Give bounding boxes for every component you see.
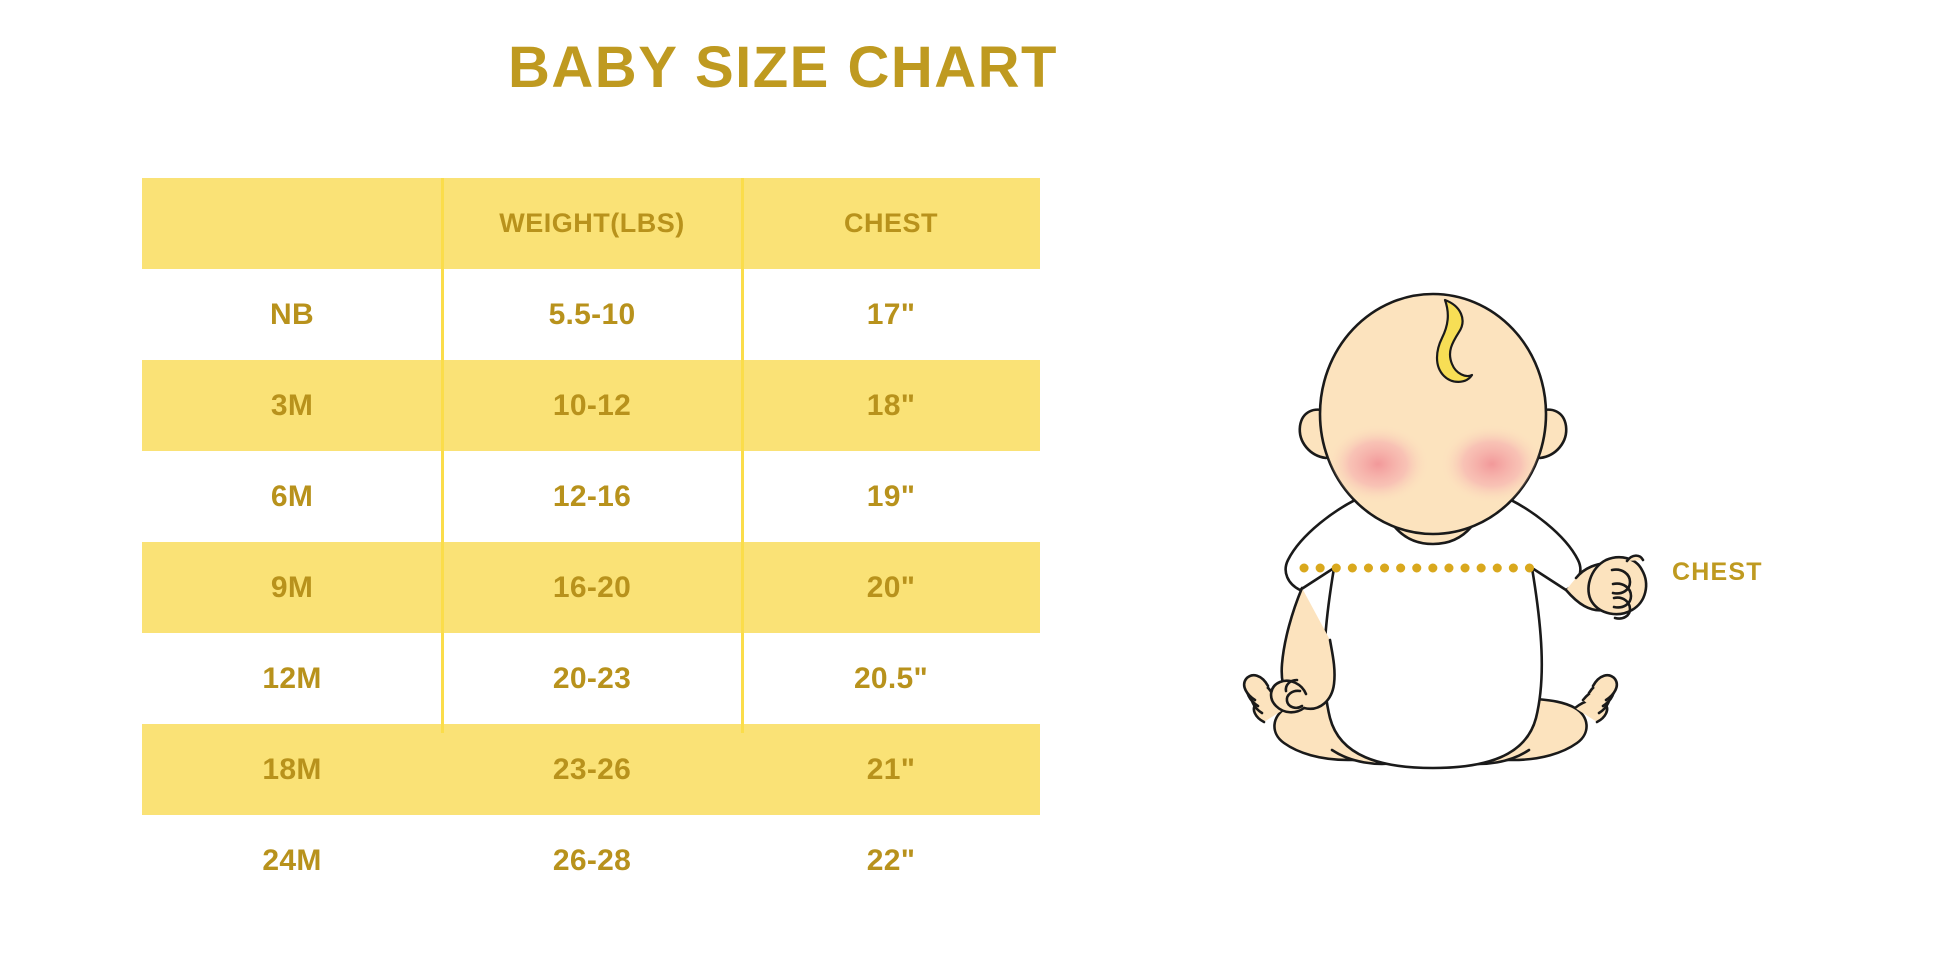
cell-size: 12M bbox=[142, 633, 442, 724]
table-row: 24M 26-28 22" bbox=[142, 815, 1040, 906]
baby-right-arm bbox=[1564, 554, 1648, 620]
cell-weight: 26-28 bbox=[442, 815, 742, 906]
baby-blush-right bbox=[1440, 424, 1544, 504]
cell-weight: 23-26 bbox=[442, 724, 742, 815]
cell-size: 6M bbox=[142, 451, 442, 542]
table-row: 9M 16-20 20" bbox=[142, 542, 1040, 633]
baby-left-arm bbox=[1269, 586, 1336, 714]
table-header-row: WEIGHT(LBS) CHEST bbox=[142, 178, 1040, 269]
cell-chest: 21" bbox=[742, 724, 1040, 815]
table-row: 18M 23-26 21" bbox=[142, 724, 1040, 815]
cell-size: NB bbox=[142, 269, 442, 360]
page-title-text: BABY SIZE CHART bbox=[508, 35, 1058, 100]
cell-weight: 10-12 bbox=[442, 360, 742, 451]
cell-chest: 19" bbox=[742, 451, 1040, 542]
baby-illustration bbox=[1180, 248, 1680, 800]
table-column-divider-2 bbox=[741, 178, 744, 733]
cell-weight: 16-20 bbox=[442, 542, 742, 633]
cell-weight: 12-16 bbox=[442, 451, 742, 542]
table-row: 6M 12-16 19" bbox=[142, 451, 1040, 542]
cell-chest: 17" bbox=[742, 269, 1040, 360]
cell-chest: 22" bbox=[742, 815, 1040, 906]
cell-chest: 18" bbox=[742, 360, 1040, 451]
table-row: 3M 10-12 18" bbox=[142, 360, 1040, 451]
cell-chest: 20.5" bbox=[742, 633, 1040, 724]
cell-size: 9M bbox=[142, 542, 442, 633]
chest-measurement-label: CHEST bbox=[1672, 558, 1763, 586]
column-header-chest: CHEST bbox=[742, 178, 1040, 269]
cell-weight: 5.5-10 bbox=[442, 269, 742, 360]
table-row: 12M 20-23 20.5" bbox=[142, 633, 1040, 724]
cell-size: 3M bbox=[142, 360, 442, 451]
column-header-weight: WEIGHT(LBS) bbox=[442, 178, 742, 269]
cell-chest: 20" bbox=[742, 542, 1040, 633]
column-header-size bbox=[142, 178, 442, 269]
baby-blush-left bbox=[1326, 424, 1430, 504]
page-title: BABY SIZE CHART bbox=[0, 34, 1946, 101]
cell-size: 24M bbox=[142, 815, 442, 906]
cell-weight: 20-23 bbox=[442, 633, 742, 724]
cell-size: 18M bbox=[142, 724, 442, 815]
baby-hair-curl bbox=[1435, 298, 1474, 383]
table-column-divider-1 bbox=[441, 178, 444, 733]
table-row: NB 5.5-10 17" bbox=[142, 269, 1040, 360]
baby-size-table: WEIGHT(LBS) CHEST NB 5.5-10 17" 3M 10-12… bbox=[142, 178, 1040, 906]
